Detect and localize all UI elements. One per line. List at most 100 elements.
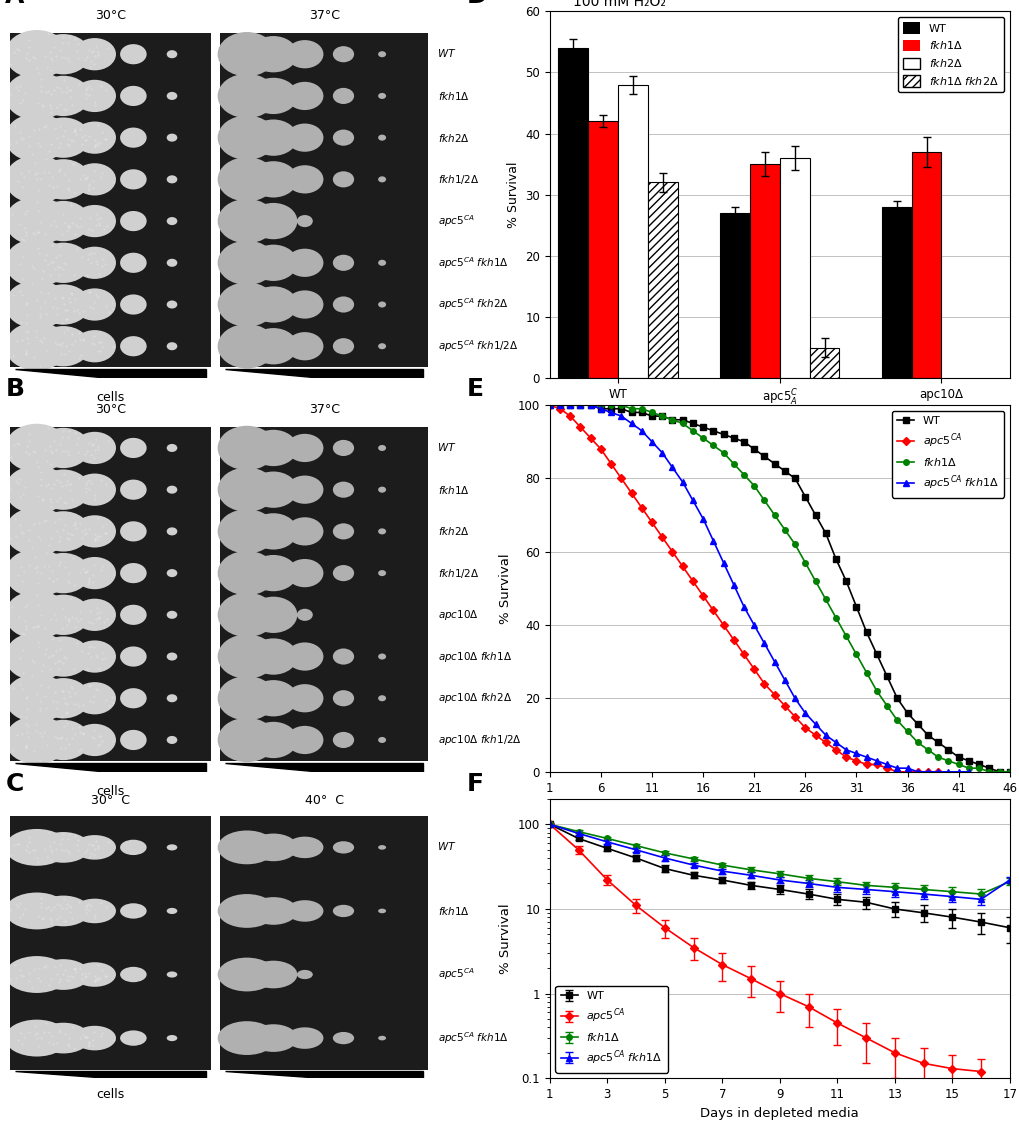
Circle shape bbox=[378, 696, 386, 701]
$apc5^{CA}$ bbox=[737, 648, 749, 662]
Circle shape bbox=[120, 563, 147, 583]
Line: $fkh1\Delta$: $fkh1\Delta$ bbox=[546, 402, 1012, 774]
Circle shape bbox=[166, 175, 177, 184]
Circle shape bbox=[332, 690, 354, 706]
Circle shape bbox=[250, 1024, 298, 1052]
Bar bbox=[780, 158, 809, 378]
Bar bbox=[220, 816, 428, 1070]
Circle shape bbox=[250, 597, 298, 633]
$apc5^{CA}$ $fkh1\Delta$ bbox=[543, 398, 555, 412]
Circle shape bbox=[5, 114, 68, 162]
Circle shape bbox=[73, 682, 116, 714]
$fkh1\Delta$ bbox=[655, 410, 667, 423]
Text: cells: cells bbox=[96, 390, 124, 404]
Circle shape bbox=[217, 323, 276, 369]
$apc5^{CA}$ bbox=[727, 633, 739, 647]
Circle shape bbox=[217, 958, 276, 991]
Text: $apc5^{CA}$ $fkh1\Delta$: $apc5^{CA}$ $fkh1\Delta$ bbox=[437, 255, 508, 270]
$apc5^{CA}$ bbox=[564, 410, 576, 423]
Circle shape bbox=[37, 832, 90, 863]
WT bbox=[635, 405, 647, 419]
$fkh1\Delta$ bbox=[757, 494, 769, 507]
Circle shape bbox=[5, 322, 68, 370]
Circle shape bbox=[166, 972, 177, 977]
Text: E: E bbox=[467, 378, 483, 402]
Line: $apc5^{CA}$: $apc5^{CA}$ bbox=[546, 402, 941, 774]
$apc5^{CA}$ $fkh1\Delta$ bbox=[952, 765, 964, 779]
Circle shape bbox=[73, 39, 116, 70]
$apc5^{CA}$ bbox=[676, 560, 688, 573]
Circle shape bbox=[286, 166, 323, 193]
WT bbox=[952, 750, 964, 764]
Circle shape bbox=[120, 647, 147, 666]
Circle shape bbox=[250, 119, 298, 155]
$apc5^{CA}$ bbox=[584, 431, 596, 445]
Circle shape bbox=[250, 78, 298, 115]
$fkh1\Delta$ bbox=[860, 666, 872, 680]
Circle shape bbox=[73, 431, 116, 464]
Text: $fkh1\Delta$: $fkh1\Delta$ bbox=[437, 905, 469, 917]
$fkh1\Delta$ bbox=[614, 398, 627, 412]
Circle shape bbox=[120, 967, 147, 982]
$fkh1\Delta$ bbox=[767, 508, 780, 522]
Text: WT: WT bbox=[437, 842, 453, 852]
$apc5^{CA}$ $fkh1\Delta$ bbox=[962, 765, 974, 779]
$apc5^{CA}$ $fkh1\Delta$ bbox=[799, 706, 811, 720]
$fkh1\Delta$ bbox=[645, 405, 657, 419]
$apc5^{CA}$ $fkh1\Delta$ bbox=[779, 673, 791, 687]
WT bbox=[942, 743, 954, 757]
$apc5^{CA}$ $fkh1\Delta$ bbox=[564, 398, 576, 412]
$fkh1\Delta$ bbox=[706, 438, 718, 452]
Circle shape bbox=[120, 605, 147, 625]
$apc5^{CA}$ $fkh1\Delta$ bbox=[931, 765, 944, 779]
$apc5^{CA}$ $fkh1\Delta$ bbox=[553, 398, 566, 412]
$fkh1\Delta$ bbox=[727, 457, 739, 471]
$fkh1\Delta$ bbox=[829, 611, 842, 624]
Text: A: A bbox=[5, 0, 24, 8]
Circle shape bbox=[120, 211, 147, 232]
Circle shape bbox=[5, 238, 68, 287]
$apc5^{CA}$ $fkh1\Delta$ bbox=[850, 747, 862, 760]
Circle shape bbox=[286, 726, 323, 754]
Bar bbox=[10, 816, 211, 1070]
Bar bbox=[220, 427, 428, 760]
$fkh1\Delta$ bbox=[789, 538, 801, 552]
Circle shape bbox=[37, 959, 90, 990]
Circle shape bbox=[217, 426, 276, 470]
$fkh1\Delta$ bbox=[993, 765, 1005, 779]
$apc5^{CA}$ $fkh1\Delta$ bbox=[757, 637, 769, 650]
$fkh1\Delta$ bbox=[819, 592, 832, 606]
Circle shape bbox=[37, 118, 90, 158]
$apc5^{CA}$ $fkh1\Delta$ bbox=[891, 762, 903, 775]
Circle shape bbox=[37, 243, 90, 283]
Circle shape bbox=[37, 511, 90, 552]
Circle shape bbox=[166, 653, 177, 661]
Legend: WT, $apc5^{CA}$, $fkh1\Delta$, $apc5^{CA}$ $fkh1\Delta$: WT, $apc5^{CA}$, $fkh1\Delta$, $apc5^{CA… bbox=[891, 411, 1004, 497]
$apc5^{CA}$ $fkh1\Delta$ bbox=[604, 405, 616, 419]
Circle shape bbox=[378, 302, 386, 308]
Circle shape bbox=[286, 518, 323, 546]
$fkh1\Delta$ bbox=[911, 735, 923, 749]
$apc5^{CA}$ bbox=[543, 398, 555, 412]
Circle shape bbox=[250, 680, 298, 716]
Circle shape bbox=[5, 72, 68, 120]
Circle shape bbox=[37, 326, 90, 367]
Circle shape bbox=[166, 342, 177, 351]
Circle shape bbox=[5, 423, 68, 472]
Circle shape bbox=[73, 835, 116, 859]
Circle shape bbox=[120, 903, 147, 918]
$fkh1\Delta$ bbox=[686, 424, 698, 438]
$fkh1\Delta$ bbox=[982, 765, 995, 779]
Bar bbox=[880, 207, 911, 378]
Circle shape bbox=[73, 473, 116, 506]
Circle shape bbox=[250, 328, 298, 364]
Circle shape bbox=[120, 294, 147, 314]
Circle shape bbox=[332, 171, 354, 187]
Circle shape bbox=[5, 155, 68, 203]
$fkh1\Delta$ bbox=[942, 754, 954, 767]
$apc5^{CA}$ $fkh1\Delta$ bbox=[901, 762, 913, 775]
Circle shape bbox=[250, 897, 298, 925]
Circle shape bbox=[166, 217, 177, 225]
Circle shape bbox=[166, 844, 177, 850]
Circle shape bbox=[5, 30, 68, 78]
